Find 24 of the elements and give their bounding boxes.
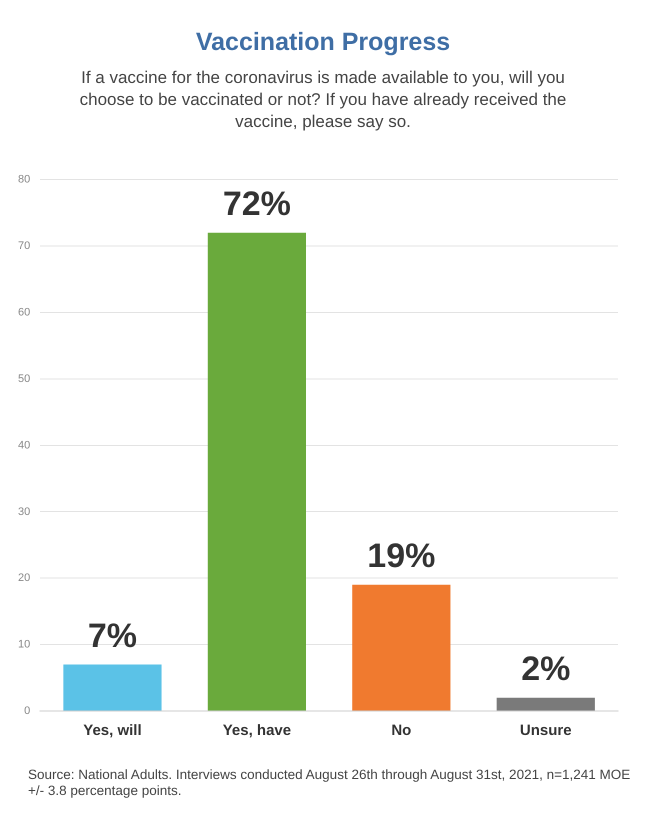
x-tick-label: No xyxy=(391,722,412,740)
data-label: 72% xyxy=(222,185,291,224)
y-tick-label: 30 xyxy=(18,506,30,518)
bar xyxy=(63,664,162,710)
x-tick-label: Unsure xyxy=(520,722,572,740)
y-tick-label: 20 xyxy=(18,572,30,584)
chart-title: Vaccination Progress xyxy=(194,28,452,57)
source-note: Source: National Adults. Interviews conducted August 26th through August 31st, 2021, n=1,241 MOE +/- 3.8 percentage points. xyxy=(28,767,632,799)
y-tick-label: 60 xyxy=(18,306,30,318)
data-label: 2% xyxy=(521,650,570,688)
y-tick-label: 50 xyxy=(18,372,30,385)
data-label: 19% xyxy=(367,537,436,576)
bar xyxy=(496,698,595,710)
y-tick-label: 10 xyxy=(18,638,30,651)
data-label: 7% xyxy=(88,616,138,655)
y-tick-label: 80 xyxy=(18,174,30,186)
x-tick-label: Yes, will xyxy=(83,722,142,740)
bar xyxy=(208,232,306,710)
bar xyxy=(352,584,450,710)
chart-subtitle: If a vaccine for the coronavirus is made available to you, will you choose to be vaccinated or not? If you have already received the vaccine, please say so. xyxy=(78,67,568,133)
x-tick-label: Yes, have xyxy=(222,722,292,740)
y-tick-label: 70 xyxy=(18,240,30,252)
y-tick-label: 40 xyxy=(18,439,30,452)
y-tick-label: 0 xyxy=(24,705,30,718)
